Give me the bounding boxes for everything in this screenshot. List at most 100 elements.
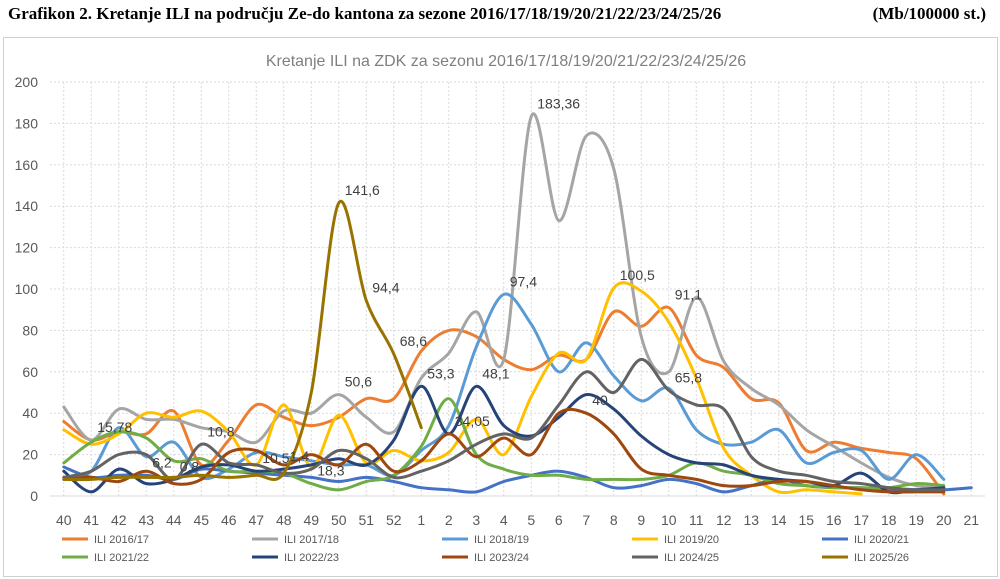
data-label: 97,4 (510, 273, 537, 289)
legend-item: ILI 2022/23 (252, 552, 339, 564)
x-tick-label: 3 (472, 512, 480, 528)
data-label: 53,3 (427, 365, 454, 381)
figure-title: Grafikon 2. Kretanje ILI na području Ze-… (8, 4, 722, 23)
chart-title: Kretanje ILI na ZDK za sezonu 2016/17/18… (266, 53, 746, 70)
data-label: 141,6 (345, 182, 380, 198)
legend-item: ILI 2023/24 (442, 552, 529, 564)
data-label: 0,8 (180, 458, 200, 474)
series-line-ili-2021-22 (62, 397, 946, 492)
x-tick-label: 13 (743, 512, 759, 528)
y-tick-label: 20 (22, 447, 38, 463)
x-tick-label: 16 (826, 512, 842, 528)
series-line-ili-2024-25 (62, 357, 946, 492)
legend-label: ILI 2020/21 (854, 534, 909, 546)
x-tick-label: 40 (56, 512, 72, 528)
data-label: 40 (592, 392, 608, 408)
y-tick-label: 160 (15, 157, 39, 173)
legend-label: ILI 2021/22 (94, 552, 149, 564)
legend-item: ILI 2018/19 (442, 534, 529, 546)
series-line-ili-2019-20 (62, 281, 863, 496)
x-tick-label: 51 (358, 512, 374, 528)
data-label: 94,4 (372, 280, 399, 296)
x-tick-label: 43 (138, 512, 154, 528)
legend-label: ILI 2019/20 (664, 534, 719, 546)
data-label: 68,6 (400, 333, 427, 349)
data-label: 50,6 (345, 374, 372, 390)
x-tick-label: 5 (527, 512, 535, 528)
x-tick-label: 42 (111, 512, 127, 528)
data-label: 48,1 (482, 365, 509, 381)
data-label-layer: 15,78 6,2 0,8 10,8 10,5 1,4 18,3 50,6 141,6 94,4 6… (97, 95, 702, 478)
legend-item: ILI 2024/25 (632, 552, 719, 564)
x-tick-label: 45 (193, 512, 209, 528)
x-tick-label: 8 (610, 512, 618, 528)
data-label: 100,5 (620, 267, 655, 283)
x-tick-label: 2 (445, 512, 453, 528)
legend: ILI 2016/17 ILI 2017/18 ILI 2018/19 ILI 201… (62, 534, 909, 564)
y-tick-label: 120 (15, 240, 39, 256)
x-tick-label: 9 (637, 512, 645, 528)
x-tick-label: 52 (386, 512, 402, 528)
x-tick-label: 17 (853, 512, 869, 528)
x-tick-label: 11 (689, 512, 704, 528)
y-tick-label: 140 (15, 198, 39, 214)
x-tick-label: 6 (555, 512, 563, 528)
data-label: 183,36 (537, 95, 580, 111)
series-line-ili-2017-18 (62, 112, 946, 490)
x-tick-label: 7 (582, 512, 590, 528)
data-label: 10,5 (262, 450, 289, 466)
x-tick-label: 14 (771, 512, 787, 528)
y-tick-label: 80 (22, 322, 38, 338)
y-tick-label: 0 (30, 488, 38, 504)
x-tick-label: 18 (881, 512, 897, 528)
legend-item: ILI 2021/22 (62, 552, 149, 564)
figure-unit: (Mb/100000 st.) (872, 4, 986, 23)
legend-label: ILI 2024/25 (664, 552, 719, 564)
x-tick-label: 46 (221, 512, 237, 528)
series-line-ili-2023-24 (62, 407, 946, 494)
data-label: 6,2 (152, 454, 172, 470)
y-tick-label: 200 (15, 74, 39, 90)
data-label: 15,78 (97, 419, 132, 435)
y-tick-label: 40 (22, 405, 38, 421)
legend-label: ILI 2023/24 (474, 552, 529, 564)
legend-label: ILI 2018/19 (474, 534, 529, 546)
x-tick-label: 41 (83, 512, 99, 528)
x-tick-label: 15 (798, 512, 814, 528)
legend-item: ILI 2020/21 (822, 534, 909, 546)
legend-label: ILI 2017/18 (284, 534, 339, 546)
legend-item: ILI 2017/18 (252, 534, 339, 546)
x-tick-label: 1 (417, 512, 425, 528)
data-label: 65,8 (675, 369, 702, 385)
x-tick-label: 48 (276, 512, 292, 528)
legend-item: ILI 2025/26 (822, 552, 909, 564)
series-line-ili-2018-19 (62, 292, 946, 481)
x-tick-label: 19 (908, 512, 924, 528)
x-tick-label: 12 (716, 512, 732, 528)
figure-header: Grafikon 2. Kretanje ILI na području Ze-… (8, 4, 992, 30)
series-line-ili-2025-26 (62, 199, 423, 482)
legend-label: ILI 2022/23 (284, 552, 339, 564)
x-tick-label: 10 (661, 512, 677, 528)
x-tick-label: 47 (248, 512, 264, 528)
x-tick-label: 4 (500, 512, 508, 528)
x-tick-label: 20 (936, 512, 952, 528)
data-label: 10,8 (207, 423, 234, 439)
y-tick-label: 180 (15, 115, 39, 131)
legend-item: ILI 2019/20 (632, 534, 719, 546)
data-label: 1,4 (290, 448, 310, 464)
series-layer (62, 112, 973, 496)
data-label: 18,3 (317, 463, 344, 479)
data-label: 91,1 (675, 287, 702, 303)
legend-item: ILI 2016/17 (62, 534, 149, 546)
data-label: 34,05 (455, 413, 490, 429)
x-tick-label: 50 (331, 512, 347, 528)
legend-label: ILI 2016/17 (94, 534, 149, 546)
x-tick-label: 44 (166, 512, 182, 528)
y-tick-label: 60 (22, 364, 38, 380)
x-tick-label: 21 (963, 512, 979, 528)
y-tick-label: 100 (15, 281, 39, 297)
legend-label: ILI 2025/26 (854, 552, 909, 564)
